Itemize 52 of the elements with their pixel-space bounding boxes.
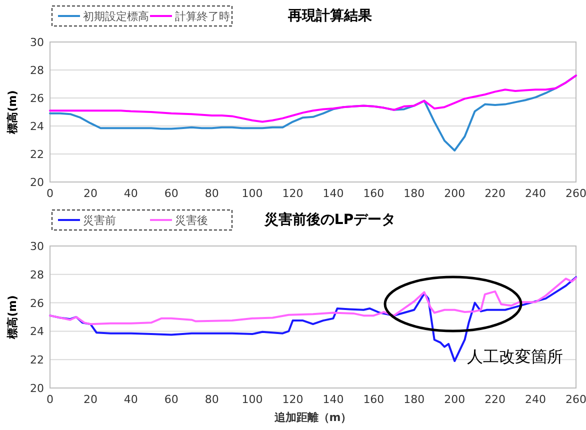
x-tick-label: 260 — [566, 393, 586, 406]
x-tick-label: 120 — [282, 187, 304, 200]
x-tick-label: 80 — [204, 393, 219, 406]
x-tick-label: 0 — [46, 187, 54, 200]
y-axis-title: 標高(m) — [6, 90, 19, 135]
x-tick-label: 220 — [484, 187, 506, 200]
x-tick-label: 140 — [322, 393, 344, 406]
chart-title: 災害前後のLPデータ — [263, 211, 396, 228]
y-tick-label: 28 — [30, 268, 44, 282]
y-tick-label: 28 — [30, 64, 44, 77]
y-tick-label: 26 — [30, 92, 44, 105]
x-tick-label: 160 — [363, 393, 384, 406]
annotation: 人工改変箇所 — [467, 347, 563, 366]
x-tick-label: 100 — [242, 187, 263, 200]
x-tick-label: 80 — [204, 187, 219, 200]
y-tick-label: 24 — [30, 120, 44, 133]
x-tick-label: 260 — [566, 187, 586, 200]
x-tick-label: 160 — [363, 187, 384, 200]
legend-label: 災害前 — [83, 214, 116, 227]
x-tick-label: 200 — [444, 187, 466, 200]
y-tick-label: 20 — [30, 176, 44, 189]
x-tick-label: 140 — [322, 187, 344, 200]
x-tick-label: 20 — [83, 187, 98, 200]
x-tick-label: 240 — [525, 187, 546, 200]
x-tick-label: 60 — [164, 393, 178, 406]
x-tick-label: 220 — [484, 393, 506, 406]
y-tick-label: 26 — [30, 296, 44, 310]
y-tick-label: 20 — [30, 382, 44, 395]
y-tick-label: 30 — [30, 240, 44, 253]
x-tick-label: 200 — [444, 393, 466, 406]
x-tick-label: 40 — [124, 187, 138, 200]
x-tick-label: 40 — [124, 393, 138, 406]
legend-label: 初期設定標高 — [83, 10, 149, 23]
x-tick-label: 100 — [242, 393, 263, 406]
y-tick-label: 30 — [30, 36, 44, 49]
y-tick-label: 24 — [30, 325, 44, 338]
x-axis-title: 追加距離（m） — [273, 411, 352, 424]
x-tick-label: 0 — [46, 393, 54, 406]
y-tick-label: 22 — [30, 148, 44, 161]
chart-title: 再現計算結果 — [287, 8, 373, 24]
line-series — [49, 276, 577, 326]
x-tick-label: 240 — [525, 393, 546, 406]
legend-label: 災害後 — [175, 214, 208, 227]
x-tick-label: 60 — [164, 187, 178, 200]
x-tick-label: 120 — [282, 393, 304, 406]
x-tick-label: 20 — [83, 393, 98, 406]
y-axis-title: 標高(m) — [6, 295, 19, 340]
x-tick-label: 180 — [404, 393, 425, 406]
y-tick-label: 22 — [30, 354, 44, 367]
line-series — [49, 74, 577, 123]
legend-label: 計算終了時 — [175, 10, 230, 23]
x-tick-label: 180 — [404, 187, 425, 200]
